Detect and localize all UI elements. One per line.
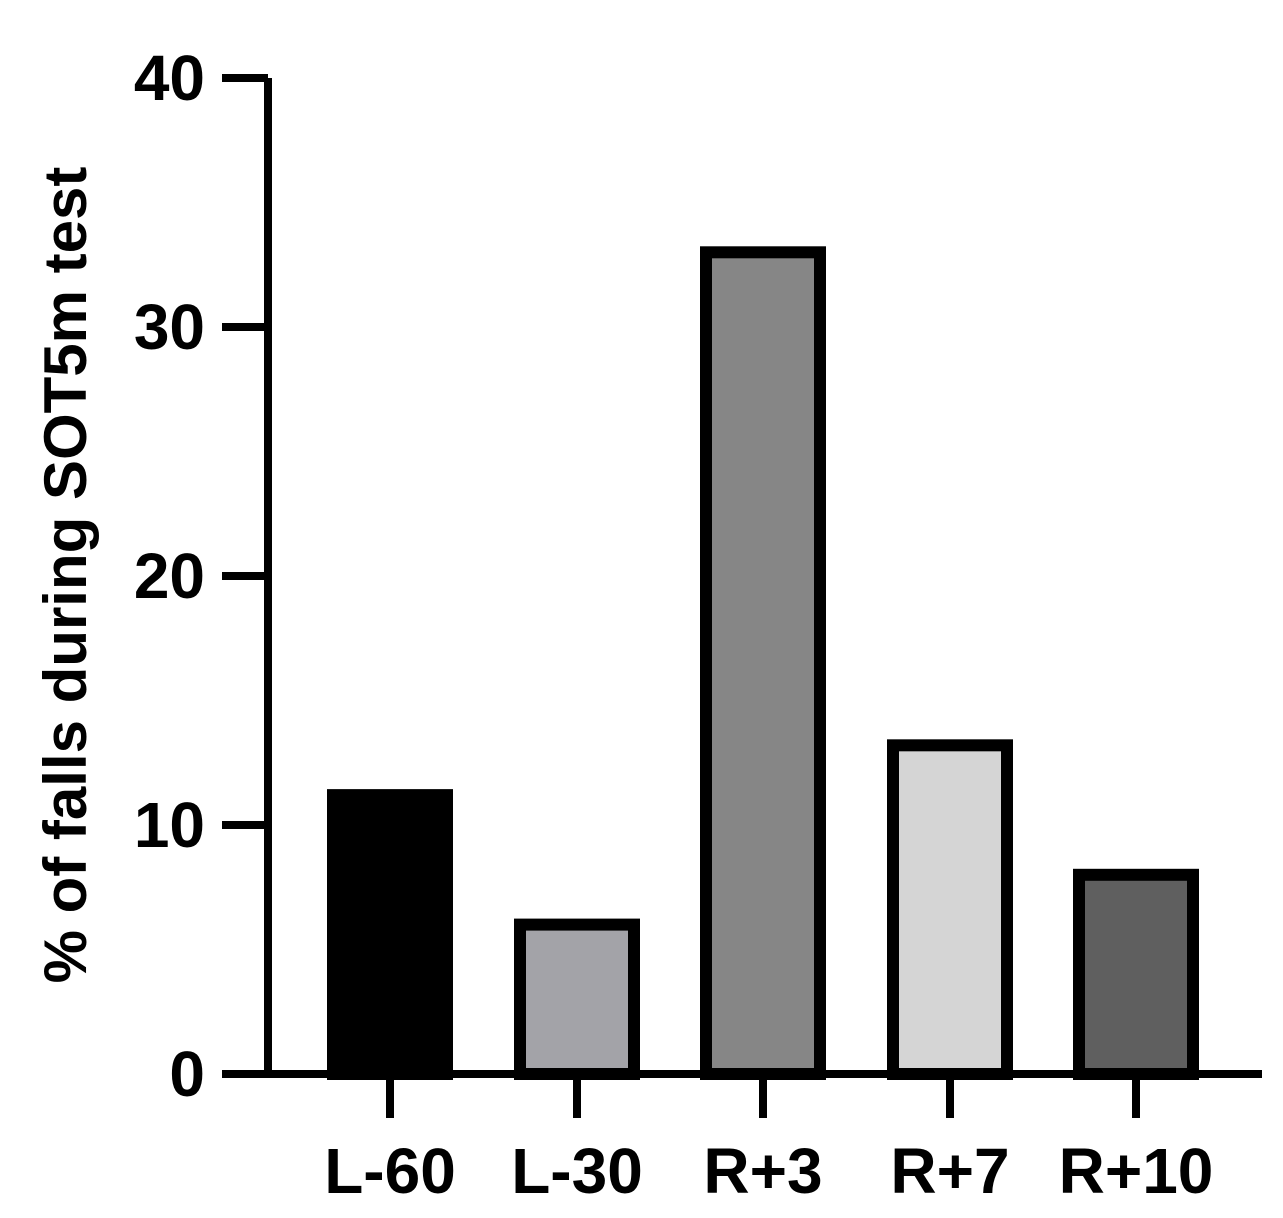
bars-group [327, 246, 1199, 1081]
bar-l30 [514, 918, 640, 1080]
bar-l60 [327, 789, 453, 1080]
bar-r3 [700, 246, 826, 1081]
y-tick-label: 40 [134, 42, 205, 114]
x-tick-label: R+3 [703, 1135, 822, 1207]
y-axis-label: % of falls during SOT5m test [32, 167, 99, 984]
y-tick-label: 30 [134, 291, 205, 363]
x-tick-label: L-30 [511, 1135, 643, 1207]
x-tick-label: R+10 [1059, 1135, 1214, 1207]
x-tick-label: R+7 [890, 1135, 1009, 1207]
y-tick-label: 20 [134, 540, 205, 612]
x-ticks-group: L-60 L-30 R+3 R+7 R+10 [324, 1074, 1213, 1207]
bar-r10 [1073, 868, 1199, 1080]
x-tick-label: L-60 [324, 1135, 456, 1207]
y-tick-label: 10 [134, 789, 205, 861]
y-tick-label: 0 [169, 1038, 205, 1110]
bar-r7 [887, 739, 1013, 1080]
y-ticks-group: 0 10 20 30 40 [134, 42, 268, 1110]
